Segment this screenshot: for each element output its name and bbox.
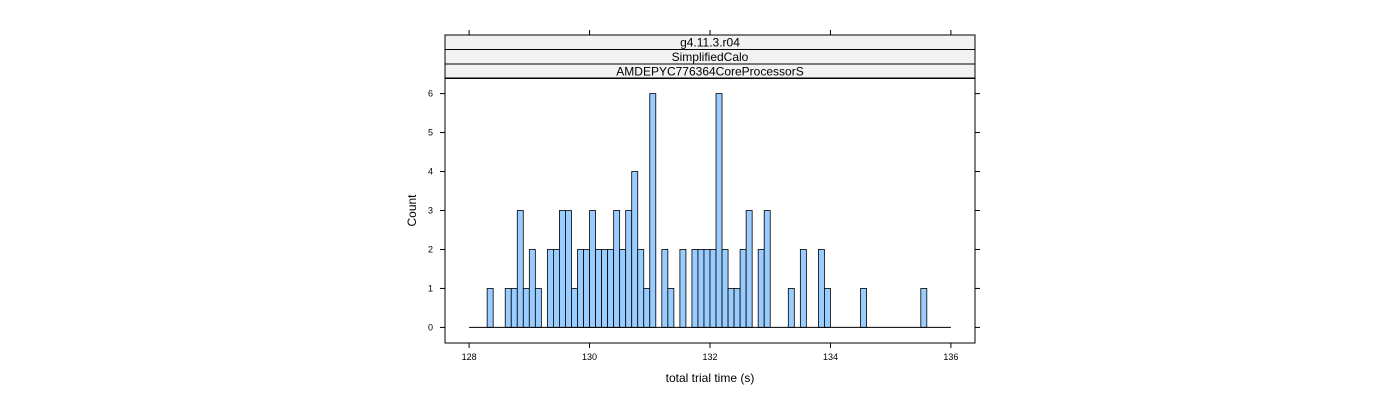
bar-24 [613,210,621,328]
bar-35 [679,249,687,328]
y-tick-label-1: 1 [428,283,433,293]
y-tick-label-4: 4 [428,167,433,177]
x-tick-label-2: 132 [702,352,717,362]
bar-9 [522,288,530,328]
bar-25 [619,249,627,328]
bar-10 [528,249,536,328]
bar-59 [824,288,831,328]
bar-22 [601,249,609,328]
bar-28 [637,249,645,328]
bar-45 [739,249,747,328]
bar-16 [565,210,572,328]
bar-18 [577,249,584,328]
bar-43 [727,288,735,328]
bar-48 [757,249,765,328]
bar-58 [818,249,825,328]
bar-65 [860,288,867,328]
bar-6 [504,288,512,328]
bar-75 [920,288,928,328]
bar-26 [625,210,633,328]
bar-46 [745,210,753,328]
bar-21 [595,249,602,328]
strip-headers: g4.11.3.r04SimplifiedCaloAMDEPYC776364Co… [444,34,976,79]
y-tick-label-2: 2 [428,244,433,254]
strip-label-1: SimplifiedCalo [672,50,749,64]
x-tick-label-0: 128 [462,352,477,362]
y-tick-label-0: 0 [428,322,433,332]
bar-41 [715,93,723,328]
bar-17 [571,288,578,328]
y-axis: 0 1 2 3 4 5 6 [428,89,980,332]
y-axis-label: Count [405,194,419,227]
bar-27 [631,171,639,328]
bar-37 [691,249,699,328]
bar-8 [516,210,524,328]
y-tick-label-3: 3 [428,206,433,216]
bar-20 [589,210,596,328]
x-tick-label-4: 136 [943,352,958,362]
bar-29 [643,288,651,328]
y-tick-label-5: 5 [428,128,433,138]
histogram-bars [486,93,928,328]
bar-55 [799,249,807,328]
x-tick-label-3: 134 [823,352,838,362]
bar-11 [534,288,542,328]
strip-label-0: g4.11.3.r04 [680,36,740,50]
bar-42 [721,249,729,328]
bar-38 [697,249,705,328]
bar-39 [703,249,711,328]
bar-7 [510,288,518,328]
x-axis: 128 130 132 134 136 [462,30,958,362]
x-tick-label-1: 130 [582,352,597,362]
bar-13 [546,249,554,328]
bar-44 [733,288,741,328]
bar-15 [559,210,566,328]
bar-30 [649,93,657,328]
bar-14 [553,249,560,328]
bar-53 [787,288,795,328]
bar-40 [709,249,717,328]
bar-33 [667,288,675,328]
bar-32 [661,249,669,328]
strip-label-2: AMDEPYC776364CoreProcessorS [616,65,803,79]
bar-23 [607,249,615,328]
bar-49 [763,210,771,328]
x-axis-label: total trial time (s) [666,371,755,385]
bar-19 [583,249,590,328]
y-tick-label-6: 6 [428,89,433,99]
bar-3 [486,288,494,328]
